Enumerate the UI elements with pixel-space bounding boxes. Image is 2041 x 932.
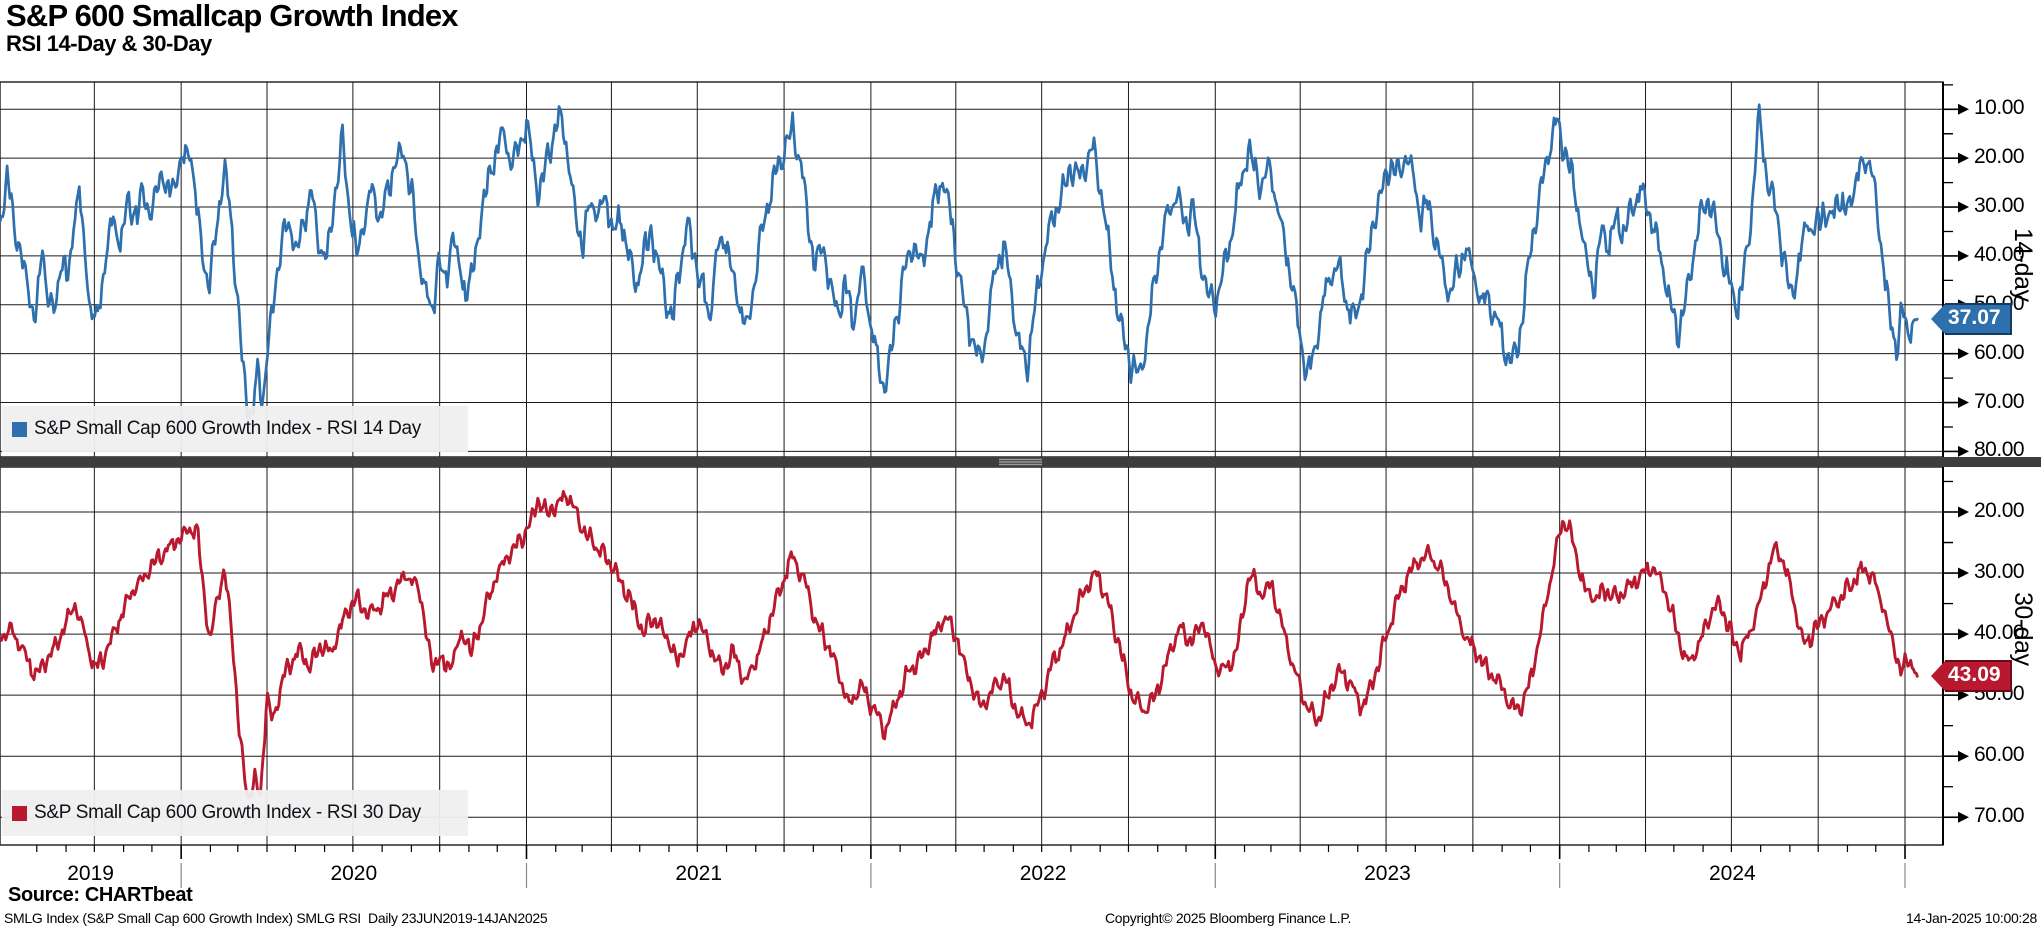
page-title: S&P 600 Smallcap Growth Index — [6, 0, 459, 33]
x-tick-label-year: 2021 — [675, 862, 723, 885]
divider-drag-handle[interactable] — [999, 458, 1042, 466]
axis-tick-arrow-icon — [1958, 348, 1969, 360]
axis-tick-arrow-icon — [1958, 811, 1969, 823]
axis-tick-arrow-icon — [1958, 103, 1969, 115]
x-tick-label-year: 2023 — [1364, 862, 1411, 885]
last-value-badge-rsi30: 43.09 — [1931, 660, 2012, 692]
axis-tick-arrow-icon — [1958, 750, 1969, 762]
y-tick-label-14day: 10.00 — [1974, 96, 2025, 120]
y-tick-label-14day: 70.00 — [1974, 389, 2025, 413]
badge-arrow-icon — [1931, 304, 1945, 334]
x-tick-label-year: 2019 — [67, 862, 114, 885]
legend-swatch-rsi30 — [12, 805, 27, 821]
panel-frame — [0, 466, 1944, 846]
y-tick-label-30day: 20.00 — [1974, 499, 2025, 522]
axis-tick-arrow-icon — [1958, 628, 1969, 640]
axis-tick-arrow-icon — [1958, 567, 1969, 579]
legend-rsi14[interactable]: S&P Small Cap 600 Growth Index - RSI 14 … — [2, 406, 468, 452]
y-tick-label-30day: 70.00 — [1974, 804, 2025, 828]
panel-frame — [0, 81, 1944, 458]
y-tick-label-14day: 30.00 — [1974, 194, 2025, 218]
axis-tick-arrow-icon — [1958, 689, 1969, 701]
gridlines — [0, 81, 1944, 458]
axis-tick-arrow-icon — [1958, 250, 1969, 262]
legend-label-rsi14: S&P Small Cap 600 Growth Index - RSI 14 … — [34, 418, 421, 439]
legend-swatch-rsi14 — [12, 421, 27, 437]
y-axis-title-14day: 14-day — [2009, 228, 2037, 302]
badge-arrow-icon — [1931, 661, 1945, 691]
badge-value-rsi30: 43.09 — [1945, 660, 2012, 692]
axis-tick-arrow-icon — [1958, 397, 1969, 409]
footer-copyright: Copyright© 2025 Bloomberg Finance L.P. — [1105, 910, 1352, 926]
legend-label-rsi30: S&P Small Cap 600 Growth Index - RSI 30 … — [34, 802, 421, 823]
source-line: Source: CHARTbeat — [8, 884, 193, 906]
x-tick-label-year: 2020 — [330, 862, 378, 885]
axis-tick-arrow-icon — [1958, 506, 1969, 518]
gridlines — [0, 466, 1944, 846]
footer-description: SMLG Index (S&P Small Cap 600 Growth Ind… — [4, 910, 548, 926]
rsi14-line — [0, 103, 1919, 426]
axis-tick-arrow-icon — [1958, 152, 1969, 164]
last-value-badge-rsi14: 37.07 — [1931, 303, 2012, 335]
y-tick-label-30day: 40.00 — [1974, 621, 2025, 645]
bottom-axis — [36, 845, 1906, 888]
y-axis-title-30day: 30-day — [2009, 592, 2037, 666]
y-tick-label-14day: 60.00 — [1974, 340, 2025, 364]
legend-rsi30[interactable]: S&P Small Cap 600 Growth Index - RSI 30 … — [2, 790, 468, 836]
x-tick-label-year: 2022 — [1019, 862, 1067, 885]
x-tick-label-year: 2024 — [1708, 862, 1756, 885]
y-tick-label-30day: 60.00 — [1974, 743, 2025, 767]
rsi30-line — [0, 489, 1919, 800]
y-tick-label-30day: 30.00 — [1974, 560, 2025, 584]
y-tick-label-14day: 40.00 — [1974, 242, 2025, 266]
page-subtitle: RSI 14-Day & 30-Day — [6, 31, 212, 56]
footer-timestamp: 14-Jan-2025 10:00:28 — [1906, 910, 2037, 926]
badge-value-rsi14: 37.07 — [1945, 303, 2012, 335]
y-tick-label-14day: 80.00 — [1974, 438, 2025, 462]
axis-tick-arrow-icon — [1958, 201, 1969, 213]
axis-tick-arrow-icon — [1958, 445, 1969, 457]
y-tick-label-14day: 20.00 — [1974, 145, 2025, 169]
